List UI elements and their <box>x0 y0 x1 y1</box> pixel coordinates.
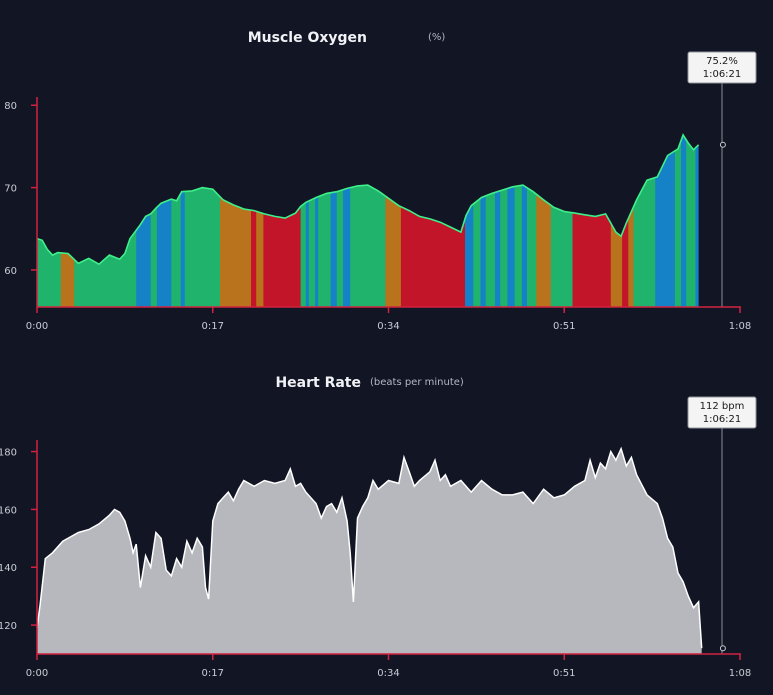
zone-band-orange <box>385 134 402 307</box>
muscle-oxygen-zone-bands <box>37 134 699 307</box>
heart-rate-tooltip-time: 1:06:21 <box>703 414 742 425</box>
zone-band-green <box>550 134 573 307</box>
zone-band-blue <box>156 134 172 307</box>
x-tick-label: 0:00 <box>26 321 48 332</box>
zone-band-blue <box>655 134 676 307</box>
zone-band-red <box>572 134 612 307</box>
x-tick-label: 0:51 <box>553 321 575 332</box>
zone-band-green <box>473 134 481 307</box>
x-tick-label: 0:34 <box>377 668 399 679</box>
zone-band-blue <box>343 134 351 307</box>
muscle-oxygen-tooltip: 75.2% 1:06:21 <box>687 51 757 84</box>
y-tick-label: 140 <box>0 563 17 574</box>
zone-band-red <box>622 134 629 307</box>
muscle-oxygen-unit: (%) <box>428 32 445 43</box>
heart-rate-cursor-point <box>719 645 726 652</box>
muscle-oxygen-title: Muscle Oxygen <box>248 30 367 46</box>
zone-band-blue <box>480 134 487 307</box>
y-tick-label: 160 <box>0 505 17 516</box>
y-tick-label: 80 <box>4 101 17 112</box>
zone-band-orange <box>60 134 75 307</box>
heart-rate-x-ticks: 0:00 0:17 0:34 0:51 1:08 <box>26 654 751 679</box>
heart-rate-unit: (beats per minute) <box>370 377 464 388</box>
zone-band-orange <box>220 134 252 307</box>
zone-band-green <box>308 134 316 307</box>
zone-band-blue <box>136 134 152 307</box>
zone-band-blue <box>465 134 474 307</box>
zone-band-green <box>336 134 344 307</box>
heart-rate-tooltip: 112 bpm 1:06:21 <box>687 396 757 429</box>
zone-band-green <box>514 134 523 307</box>
zone-band-green <box>633 134 656 307</box>
muscle-oxygen-tooltip-time: 1:06:21 <box>703 69 742 80</box>
zone-band-green <box>500 134 508 307</box>
zone-band-blue <box>315 134 319 307</box>
x-tick-label: 1:08 <box>729 668 751 679</box>
zone-band-blue <box>180 134 186 307</box>
zone-band-red <box>400 134 466 307</box>
zone-band-green <box>171 134 182 307</box>
y-tick-label: 60 <box>4 266 17 277</box>
zone-band-green <box>527 134 537 307</box>
x-tick-label: 0:17 <box>202 668 224 679</box>
x-tick-label: 0:34 <box>377 321 399 332</box>
zone-band-blue <box>695 134 699 307</box>
zone-band-orange <box>256 134 264 307</box>
x-tick-label: 0:51 <box>553 668 575 679</box>
heart-rate-area <box>37 448 702 654</box>
heart-rate-title: Heart Rate <box>275 375 361 391</box>
zone-band-green <box>318 134 331 307</box>
y-tick-label: 120 <box>0 621 17 632</box>
muscle-oxygen-line <box>36 133 700 266</box>
zone-band-green <box>350 134 386 307</box>
zone-band-green <box>300 134 307 307</box>
zone-band-orange <box>628 134 634 307</box>
zone-band-orange <box>610 134 623 307</box>
heart-rate-line <box>36 446 703 649</box>
zone-band-green <box>150 134 158 307</box>
zone-band-blue <box>521 134 528 307</box>
muscle-oxygen-x-ticks: 0:00 0:17 0:34 0:51 1:08 <box>26 307 751 332</box>
zone-band-blue <box>681 134 687 307</box>
muscle-oxygen-y-ticks: 60 70 80 <box>4 101 37 277</box>
muscle-oxygen-cursor-point <box>719 141 726 148</box>
zone-band-red <box>263 134 301 307</box>
zone-band-blue <box>330 134 338 307</box>
x-tick-label: 0:17 <box>202 321 224 332</box>
y-tick-label: 180 <box>0 448 17 459</box>
zone-band-orange <box>536 134 552 307</box>
muscle-oxygen-chart: Muscle Oxygen (%) 75.2% 1:06:21 60 70 80 0… <box>4 30 757 332</box>
zone-band-green <box>37 134 62 307</box>
heart-rate-tooltip-value: 112 bpm <box>700 401 745 412</box>
muscle-oxygen-tooltip-value: 75.2% <box>706 56 738 67</box>
zone-band-blue <box>495 134 501 307</box>
x-tick-label: 0:00 <box>26 668 48 679</box>
zone-band-green <box>485 134 496 307</box>
zone-band-green <box>184 134 221 307</box>
zone-band-green <box>674 134 682 307</box>
zone-band-green <box>74 134 137 307</box>
zone-band-green <box>686 134 696 307</box>
zone-band-blue <box>305 134 310 307</box>
y-tick-label: 70 <box>4 184 17 195</box>
heart-rate-y-ticks: 120 140 160 180 <box>0 448 37 632</box>
zone-band-blue <box>507 134 515 307</box>
x-tick-label: 1:08 <box>729 321 751 332</box>
zone-band-red <box>251 134 257 307</box>
